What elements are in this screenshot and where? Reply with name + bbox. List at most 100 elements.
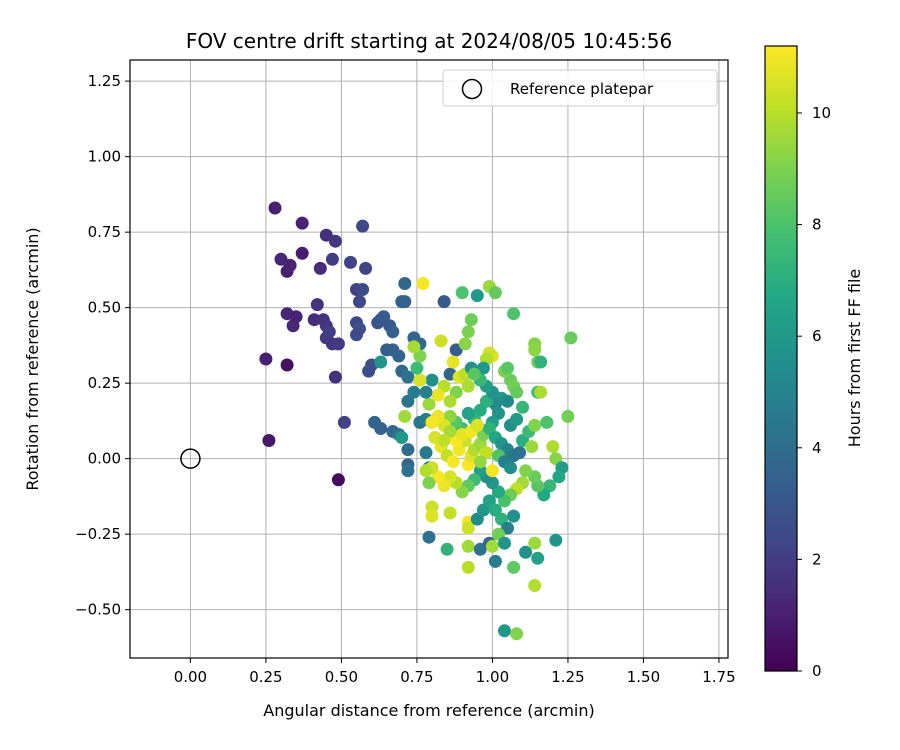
legend-marker-icon bbox=[461, 78, 483, 100]
scatter-point bbox=[461, 406, 475, 420]
y-tick-label: 0.50 bbox=[88, 299, 121, 317]
x-tick-label: 1.00 bbox=[476, 668, 509, 686]
grid-lines bbox=[130, 60, 728, 658]
scatter-point bbox=[461, 560, 475, 574]
scatter-point bbox=[443, 394, 457, 408]
scatter-point bbox=[498, 624, 511, 638]
scatter-point bbox=[528, 343, 542, 357]
scatter-point bbox=[407, 385, 421, 399]
scatter-point bbox=[425, 500, 439, 514]
scatter-point bbox=[446, 455, 460, 469]
scatter-point bbox=[307, 313, 321, 327]
scatter-point bbox=[407, 340, 421, 354]
scatter-point bbox=[528, 470, 542, 484]
scatter-point bbox=[449, 385, 463, 399]
scatter-point bbox=[461, 325, 475, 339]
x-tick-label: 1.75 bbox=[702, 668, 735, 686]
scatter-point bbox=[467, 367, 481, 381]
scatter-point bbox=[513, 446, 527, 460]
scatter-point bbox=[313, 261, 327, 275]
x-axis-ticks: 0.00 0.25 0.50 0.75 1.00 1.25 1.50 1.75 bbox=[174, 658, 736, 686]
scatter-point bbox=[473, 542, 487, 556]
y-tick-label: 1.25 bbox=[88, 72, 121, 90]
scatter-point bbox=[437, 295, 451, 309]
scatter-point bbox=[534, 385, 548, 399]
scatter-point bbox=[425, 415, 439, 429]
colorbar-tick-label: 6 bbox=[812, 327, 822, 345]
scatter-point bbox=[374, 422, 388, 435]
scatter-point bbox=[410, 361, 424, 375]
x-axis-label: Angular distance from reference (arcmin) bbox=[263, 701, 594, 720]
scatter-point bbox=[401, 443, 415, 457]
x-tick-label: 1.25 bbox=[551, 668, 584, 686]
y-tick-label: −0.50 bbox=[75, 601, 121, 619]
colorbar-tick-label: 0 bbox=[812, 662, 822, 680]
scatter-point bbox=[561, 409, 575, 423]
scatter-point bbox=[259, 352, 273, 366]
scatter-point bbox=[398, 295, 412, 309]
scatter-point bbox=[440, 542, 454, 556]
scatter-point bbox=[425, 373, 439, 387]
y-tick-label: 0.25 bbox=[88, 374, 121, 392]
x-tick-label: 0.75 bbox=[400, 668, 433, 686]
scatter-point bbox=[488, 503, 502, 517]
scatter-point bbox=[464, 313, 478, 327]
scatter-point bbox=[498, 536, 511, 550]
scatter-point bbox=[461, 379, 475, 393]
scatter-point bbox=[331, 337, 345, 351]
x-tick-label: 1.50 bbox=[627, 668, 660, 686]
scatter-point bbox=[443, 506, 457, 520]
scatter-point bbox=[470, 512, 484, 526]
scatter-point bbox=[549, 533, 563, 547]
scatter-point bbox=[552, 470, 566, 484]
y-tick-label: 0.00 bbox=[88, 450, 121, 468]
scatter-point bbox=[395, 431, 409, 444]
reference-point bbox=[180, 448, 201, 469]
scatter-point bbox=[262, 434, 276, 447]
scatter-point bbox=[401, 464, 415, 478]
scatter-point bbox=[280, 358, 294, 372]
plot-frame bbox=[129, 59, 729, 659]
scatter-point bbox=[289, 310, 303, 324]
scatter-point bbox=[322, 325, 336, 339]
y-tick-label: 1.00 bbox=[88, 148, 121, 166]
scatter-point bbox=[528, 579, 542, 592]
scatter-point bbox=[425, 509, 439, 523]
scatter-point bbox=[337, 415, 351, 429]
scatter-point bbox=[295, 246, 309, 260]
y-axis-label: Rotation from reference (arcmin) bbox=[23, 227, 42, 490]
scatter-point bbox=[510, 627, 524, 641]
scatter-point bbox=[455, 286, 469, 300]
scatter-point bbox=[519, 545, 533, 559]
scatter-point bbox=[386, 325, 400, 339]
x-tick-label: 0.25 bbox=[249, 668, 282, 686]
scatter-point bbox=[528, 418, 542, 432]
scatter-point bbox=[356, 219, 370, 233]
y-tick-label: 0.75 bbox=[88, 223, 121, 241]
scatter-point bbox=[528, 536, 542, 550]
scatter-point bbox=[283, 258, 297, 272]
scatter-point bbox=[470, 289, 484, 303]
colorbar: 0 2 4 6 8 10 Hours from first FF file bbox=[764, 45, 864, 680]
scatter-point bbox=[419, 385, 433, 399]
colorbar-tick-label: 8 bbox=[812, 216, 822, 234]
scatter-point bbox=[325, 252, 339, 266]
scatter-point bbox=[419, 464, 433, 478]
scatter-point bbox=[295, 216, 309, 230]
scatter-point bbox=[422, 397, 436, 411]
scatter-point bbox=[537, 488, 551, 502]
scatter-point bbox=[534, 355, 548, 369]
y-tick-label: −0.25 bbox=[75, 525, 121, 543]
scatter-point bbox=[328, 234, 342, 248]
scatter-point bbox=[531, 551, 545, 565]
x-tick-label: 0.00 bbox=[174, 668, 207, 686]
colorbar-tick-label: 2 bbox=[812, 550, 822, 568]
scatter-point bbox=[274, 252, 288, 266]
scatter-point bbox=[392, 349, 406, 363]
scatter-point bbox=[510, 385, 524, 399]
scatter-point bbox=[419, 446, 433, 460]
scatter-point bbox=[485, 464, 499, 478]
scatter-point bbox=[461, 521, 475, 535]
scatter-point bbox=[504, 461, 517, 475]
scatter-point bbox=[507, 560, 521, 574]
